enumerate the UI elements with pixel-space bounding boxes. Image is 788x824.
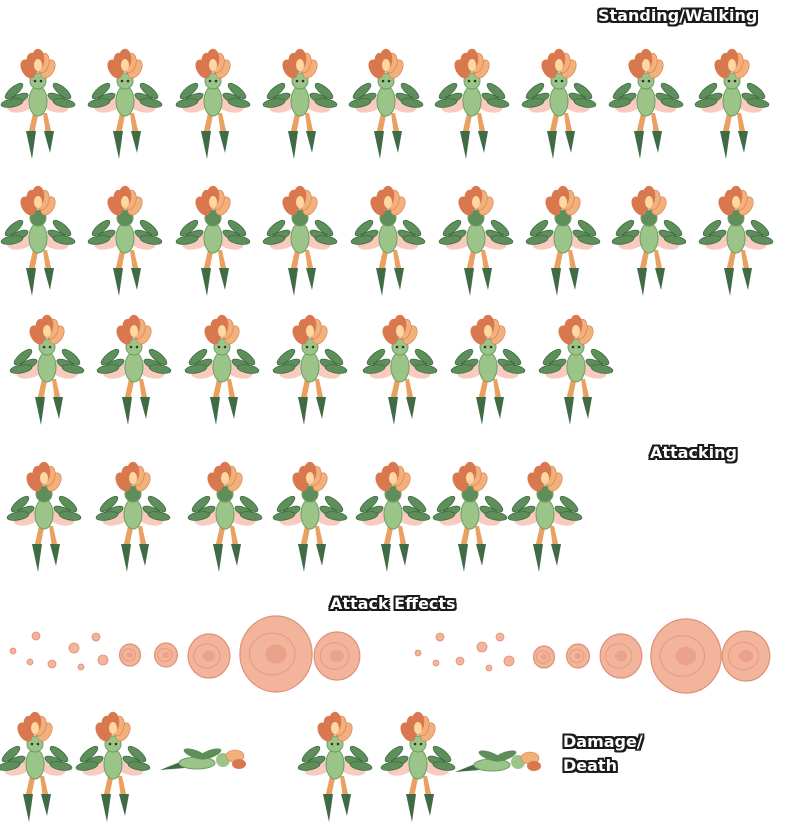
effect-particle-6 <box>91 632 101 642</box>
damage-death-frame-3 <box>297 711 373 822</box>
standing-walking-back-frame-4 <box>262 185 338 296</box>
effect-puff-2 <box>154 642 179 668</box>
standing-walking-back-frame-3 <box>175 185 251 296</box>
effect-puff-8 <box>599 633 643 679</box>
effect-puff-10 <box>721 630 771 682</box>
damage-label-line2: Death <box>563 756 617 775</box>
effect-particle-11 <box>432 659 440 667</box>
damage-label-line1: Damage/ <box>563 732 643 751</box>
standing-walking-back-frame-1 <box>0 185 76 296</box>
effect-particle-4 <box>47 659 57 669</box>
standing-walking-back-frame-5 <box>350 185 426 296</box>
effect-particle-12 <box>455 656 465 666</box>
standing-walking-front-frame-6 <box>434 48 510 159</box>
effect-particle-2 <box>31 631 41 641</box>
attacking-back-frame-5 <box>355 461 431 572</box>
effect-puff-4 <box>239 615 313 693</box>
effect-particle-5 <box>68 642 80 654</box>
standing-walking-front-frame-8 <box>608 48 684 159</box>
attacking-back-frame-1 <box>6 461 82 572</box>
attacking-front-frame-5 <box>362 314 438 425</box>
attacking-back-frame-7 <box>507 461 583 572</box>
effect-particle-10 <box>435 632 445 642</box>
attacking-front-frame-2 <box>96 314 172 425</box>
standing-walking-back-frame-8 <box>611 185 687 296</box>
damage-death-frame-2 <box>75 711 151 822</box>
attack-effects-label: Attack Effects <box>330 594 456 613</box>
standing-walking-label: Standing/Walking <box>598 6 758 25</box>
attack-effects-layer <box>9 615 771 694</box>
death-frame-1 <box>160 748 246 770</box>
effect-puff-1 <box>118 643 142 667</box>
attacking-front-frame-1 <box>9 314 85 425</box>
effect-puff-7 <box>565 643 590 669</box>
standing-walking-back-frame-7 <box>525 185 601 296</box>
standing-walking-front-frame-1 <box>0 48 76 159</box>
damage-death-label: Damage/ Death <box>563 730 643 778</box>
effect-particle-8 <box>77 663 85 671</box>
attacking-back-frame-4 <box>272 461 348 572</box>
effect-particle-13 <box>476 641 488 653</box>
standing-walking-back-frame-2 <box>87 185 163 296</box>
attacking-back-frame-3 <box>187 461 263 572</box>
attacking-label: Attacking <box>650 443 737 462</box>
damage-death-frame-4 <box>380 711 456 822</box>
standing-walking-front-frame-3 <box>175 48 251 159</box>
attacking-back-frame-2 <box>95 461 171 572</box>
effect-particle-1 <box>9 647 17 655</box>
attacking-front-frame-7 <box>538 314 614 425</box>
effect-particle-14 <box>495 632 505 642</box>
standing-walking-front-frame-7 <box>521 48 597 159</box>
attacking-front-frame-6 <box>450 314 526 425</box>
standing-walking-back-frame-6 <box>438 185 514 296</box>
standing-walking-front-frame-4 <box>262 48 338 159</box>
standing-walking-front-frame-2 <box>87 48 163 159</box>
attacking-front-frame-4 <box>272 314 348 425</box>
effect-puff-6 <box>532 645 556 669</box>
standing-walking-front-frame-5 <box>348 48 424 159</box>
effect-puff-5 <box>313 631 361 681</box>
effect-particle-15 <box>503 655 515 667</box>
attacking-front-frame-3 <box>184 314 260 425</box>
effect-particle-16 <box>485 664 493 672</box>
effect-particle-9 <box>414 649 422 657</box>
standing-walking-back-frame-9 <box>698 185 774 296</box>
attacking-back-frame-6 <box>432 461 508 572</box>
effect-puff-9 <box>650 618 722 694</box>
damage-death-frame-1 <box>0 711 73 822</box>
effect-particle-7 <box>97 654 109 666</box>
effect-particle-3 <box>26 658 34 666</box>
sprite-layer <box>0 48 774 822</box>
standing-walking-front-frame-9 <box>694 48 770 159</box>
death-frame-2 <box>455 750 541 772</box>
effect-puff-3 <box>187 633 231 679</box>
